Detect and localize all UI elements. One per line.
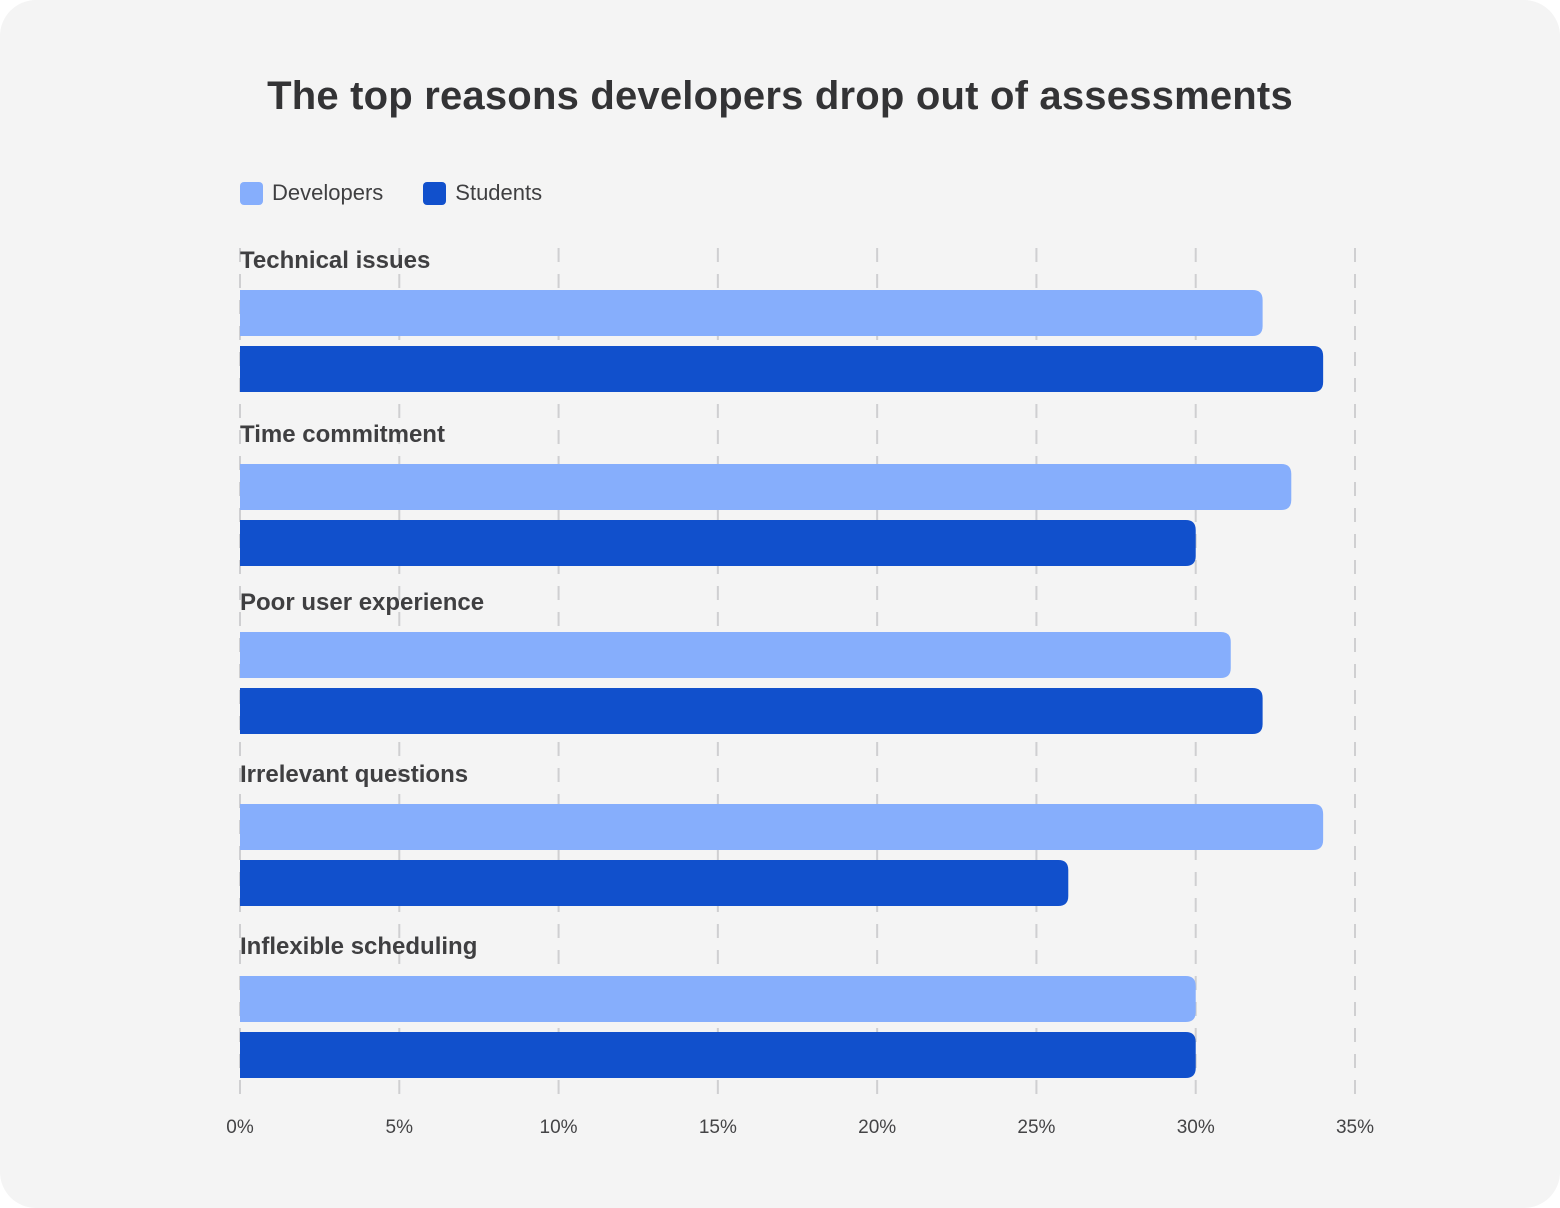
bar-developers [240,290,1263,336]
category-label: Irrelevant questions [240,761,468,788]
category-label: Inflexible scheduling [240,933,477,960]
bar-students [240,1032,1196,1078]
legend-swatch-students [423,181,447,205]
legend: Developers Students [240,180,542,206]
x-tick-label: 15% [699,1117,737,1138]
bar-developers [240,632,1231,678]
legend-label-developers: Developers [272,180,384,205]
legend-label-students: Students [455,180,543,205]
bar-students [240,346,1324,392]
bar-students [240,688,1263,734]
bar-developers [240,464,1292,510]
bar-students [240,520,1196,566]
chart-title: The top reasons developers drop out of a… [267,74,1293,118]
x-tick-label: 35% [1336,1117,1374,1138]
legend-item-students: Students [423,180,542,206]
legend-item-developers: Developers [240,180,383,206]
bar-students [240,860,1069,906]
x-tick-label: 20% [858,1117,896,1138]
x-tick-label: 25% [1017,1117,1055,1138]
x-tick-label: 10% [540,1117,578,1138]
category-label: Time commitment [240,421,445,448]
category-label: Technical issues [240,247,430,274]
category-label: Poor user experience [240,589,484,616]
legend-swatch-developers [240,181,263,205]
bar-developers [240,976,1196,1022]
bar-developers [240,804,1324,850]
x-tick-label: 30% [1177,1117,1215,1138]
x-tick-label: 5% [386,1117,414,1138]
x-tick-label: 0% [226,1117,254,1138]
